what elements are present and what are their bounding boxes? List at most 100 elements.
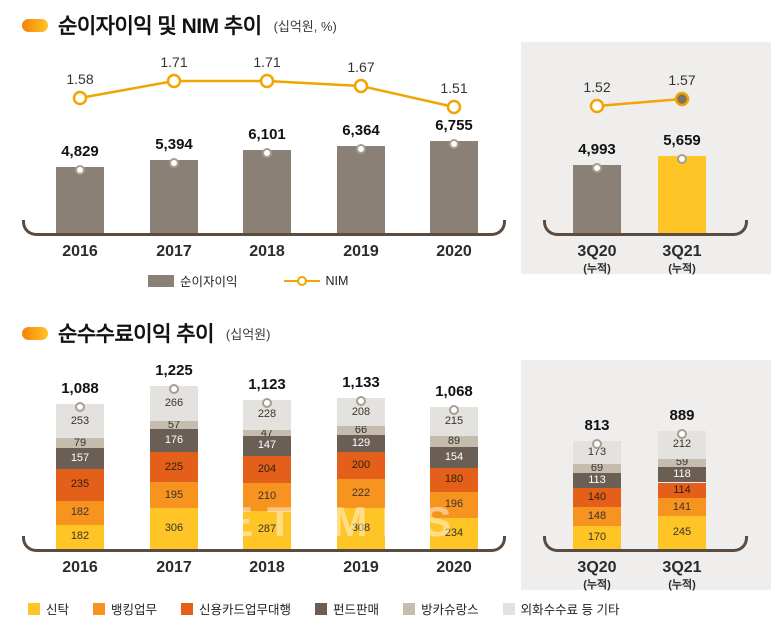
category-label: 2017 — [156, 559, 192, 576]
stack-segment: 182 — [56, 524, 104, 549]
bar-2018 — [243, 150, 291, 233]
bar-2017 — [150, 160, 198, 233]
section1-header: 순이자이익 및 NIM 추이 (십억원, %) — [22, 10, 337, 40]
bar-top-marker — [75, 165, 85, 175]
nim-value-label: 1.51 — [440, 80, 468, 96]
category-sub-label: (누적) — [668, 579, 696, 591]
section2-header: 순수수료이익 추이 (십억원) — [22, 318, 270, 348]
chart2-legend: 신탁 뱅킹업무 신용카드업무대행 펀드판매 방카슈랑스 외화수수료 등 기타 — [28, 599, 620, 618]
category-label: 2019 — [343, 243, 379, 260]
bar-top-marker — [262, 398, 272, 408]
bar-value-label: 6,364 — [342, 122, 380, 139]
bar-2019 — [337, 146, 385, 233]
category-label: 2019 — [343, 559, 379, 576]
section2-unit: (십억원) — [225, 326, 271, 342]
legend-label: 순이자이익 — [180, 275, 238, 289]
bar-value-label: 4,829 — [61, 143, 99, 160]
legend-item: 방카슈랑스 — [403, 599, 479, 618]
chart1-legend: 순이자이익 NIM — [148, 271, 348, 290]
bar-value-label: 6,755 — [435, 117, 473, 134]
stack-segment: 114 — [658, 482, 706, 498]
bar-2020 — [430, 141, 478, 233]
bar-top-marker — [356, 396, 366, 406]
legend-swatch-icon — [315, 602, 328, 615]
bar-top-marker — [356, 144, 366, 154]
total-value-label: 1,133 — [342, 374, 380, 391]
stack-segment: 182 — [56, 500, 104, 525]
legend-item: 펀드판매 — [315, 599, 379, 618]
nim-marker-icon — [296, 275, 307, 286]
bar-top-marker — [592, 163, 602, 173]
baseline-bracket — [543, 220, 748, 236]
bar-top-marker — [449, 405, 459, 415]
bar-top-marker — [677, 429, 687, 439]
stack-segment: 225 — [150, 452, 198, 483]
section1-unit: (십억원, %) — [273, 18, 337, 34]
stack-segment: 308 — [337, 508, 385, 549]
stack-segment: 196 — [430, 491, 478, 518]
legend-swatch-icon — [181, 602, 194, 615]
nim-value-label: 1.52 — [583, 79, 611, 95]
stack-segment: 195 — [150, 482, 198, 509]
stack-segment: 222 — [337, 478, 385, 509]
nim-value-label: 1.71 — [253, 54, 281, 70]
section1-title: 순이자이익 및 NIM 추이 — [58, 15, 262, 38]
nim-value-label: 1.58 — [66, 71, 94, 87]
baseline-bracket — [22, 220, 506, 236]
nim-value-label: 1.71 — [160, 54, 188, 70]
legend-item-net-interest-income: 순이자이익 — [148, 271, 238, 290]
bar-value-label: 5,659 — [663, 132, 701, 149]
stack-segment: 306 — [150, 508, 198, 549]
stack-segment: 89 — [430, 436, 478, 448]
section1-bullet-icon — [22, 18, 48, 32]
legend-item: 뱅킹업무 — [93, 599, 157, 618]
quarterly-panel-top — [521, 42, 771, 274]
legend-item: 외화수수료 등 기타 — [502, 599, 620, 618]
category-label: 3Q21 — [662, 243, 702, 260]
nim-line-icon — [283, 275, 320, 287]
legend-swatch-icon — [28, 602, 40, 615]
quarterly-panel-bottom — [521, 360, 771, 590]
total-value-label: 813 — [584, 417, 610, 434]
category-label: 3Q21 — [662, 559, 702, 576]
section2-bullet-icon — [22, 326, 48, 340]
category-label: 2020 — [436, 243, 472, 260]
stack-segment: 147 — [243, 436, 291, 456]
category-label: 2018 — [249, 243, 285, 260]
baseline-bracket — [543, 536, 748, 552]
stack-segment: 157 — [56, 448, 104, 470]
stack-segment: 173 — [573, 440, 621, 464]
bar-2016 — [56, 167, 104, 233]
bar-top-marker — [169, 158, 179, 168]
category-label: 2016 — [62, 243, 98, 260]
bar-value-label: 6,101 — [248, 126, 286, 143]
total-value-label: 889 — [669, 407, 695, 424]
nim-point — [446, 99, 462, 115]
total-value-label: 1,088 — [61, 380, 99, 397]
stack-segment: 118 — [658, 466, 706, 483]
bar-3Q21 — [658, 156, 706, 233]
stack-segment: 180 — [430, 467, 478, 492]
legend-label: NIM — [325, 273, 349, 288]
total-value-label: 1,123 — [248, 376, 286, 393]
legend-swatch-icon — [403, 602, 416, 615]
section2-title: 순수수료이익 추이 — [58, 323, 214, 346]
stack-segment: 113 — [573, 473, 621, 489]
nim-point — [353, 78, 369, 94]
stack-segment: 154 — [430, 447, 478, 468]
nim-line — [79, 79, 455, 109]
total-value-label: 1,068 — [435, 383, 473, 400]
stack-segment: 176 — [150, 429, 198, 453]
bar-top-marker — [75, 402, 85, 412]
stack-segment: 245 — [658, 516, 706, 549]
total-value-label: 1,225 — [155, 362, 193, 379]
category-label: 3Q20 — [577, 559, 617, 576]
baseline-bracket — [22, 536, 506, 552]
nim-point — [72, 90, 88, 106]
nim-point — [166, 73, 182, 89]
stack-segment: 200 — [337, 451, 385, 479]
legend-label: 뱅킹업무 — [111, 603, 158, 617]
bar-top-marker — [262, 148, 272, 158]
legend-swatch-icon — [93, 602, 106, 615]
